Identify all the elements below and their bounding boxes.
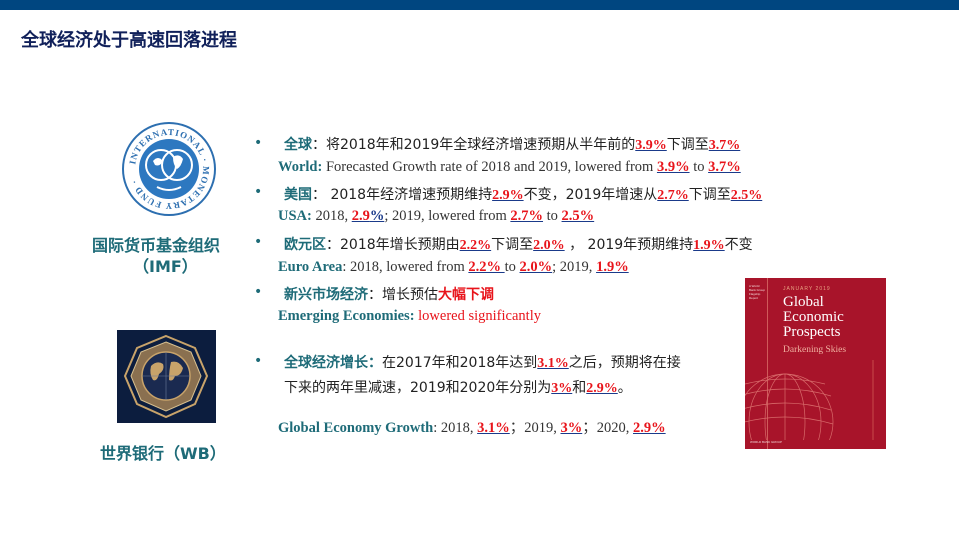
cover-divider xyxy=(767,278,768,449)
usa-cn-line: 美国： 2018年经济增速预期维持2.9%不变，2019年增速从2.7%下调至2… xyxy=(284,187,763,203)
global-growth-en-line: Global Economy Growth: 2018, 3.1%；2019, … xyxy=(278,420,666,436)
emerging-en-line: Emerging Economies: lowered significantl… xyxy=(278,308,541,324)
cover-publisher: A World Bank Group Flagship Report xyxy=(749,284,766,300)
bullet-dot: • xyxy=(254,353,263,369)
bullet-dot: • xyxy=(254,284,263,300)
euro-cn-line: 欧元区：2018年增长预期由2.2%下调至2.0% ， 2019年预期维持1.9… xyxy=(284,237,753,253)
euro-en-line: Euro Area: 2018, lowered from 2.2% to 2.… xyxy=(278,259,629,275)
emerging-cn-line: 新兴市场经济：增长预估大幅下调 xyxy=(284,287,494,303)
world-bank-seal-icon xyxy=(117,330,216,423)
world-cn-line: 全球：将2018年和2019年全球经济增速预期从半年前的3.9%下调至3.7% xyxy=(284,137,741,153)
imf-name-label: 国际货币基金组织 xyxy=(92,236,221,255)
world-bank-name-label: 世界银行（WB） xyxy=(100,444,226,463)
bullet-dot: • xyxy=(254,135,263,151)
cover-title: Global Economic Prospects xyxy=(783,294,844,340)
imf-seal-icon: INTERNATIONAL · MONETARY FUND · xyxy=(121,121,217,217)
cover-date: JANUARY 2019 xyxy=(783,286,831,292)
imf-abbr-label: （IMF） xyxy=(133,257,198,276)
gep-report-cover: A World Bank Group Flagship Report JANUA… xyxy=(745,278,886,449)
global-growth-cn-line1: 全球经济增长：在2017年和2018年达到3.1%之后，预期将在接 xyxy=(284,355,681,371)
page-title: 全球经济处于高速回落进程 xyxy=(21,30,237,51)
world-en-line: World: Forecasted Growth rate of 2018 an… xyxy=(278,159,741,175)
cover-footer: WORLD BANK GROUP xyxy=(750,440,783,444)
usa-en-line: USA: 2018, 2.9%; 2019, lowered from 2.7%… xyxy=(278,208,595,224)
bullet-dot: • xyxy=(254,184,263,200)
top-accent-bar xyxy=(0,0,959,10)
cover-subtitle: Darkening Skies xyxy=(783,345,847,355)
globe-grid-icon xyxy=(745,360,874,440)
bullet-dot: • xyxy=(254,234,263,250)
global-growth-cn-line2: 下来的两年里减速，2019和2020年分别为3%和2.9%。 xyxy=(284,380,632,396)
